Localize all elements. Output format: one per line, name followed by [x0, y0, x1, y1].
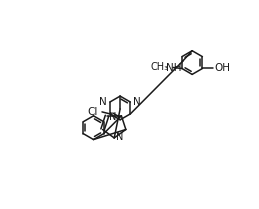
Text: NH: NH [166, 62, 181, 73]
Text: N: N [109, 112, 116, 122]
Text: CH₃: CH₃ [151, 62, 169, 73]
Text: N: N [99, 97, 107, 107]
Text: N: N [133, 97, 141, 107]
Text: N: N [116, 132, 124, 142]
Text: OH: OH [214, 64, 230, 74]
Text: Cl: Cl [88, 107, 98, 117]
